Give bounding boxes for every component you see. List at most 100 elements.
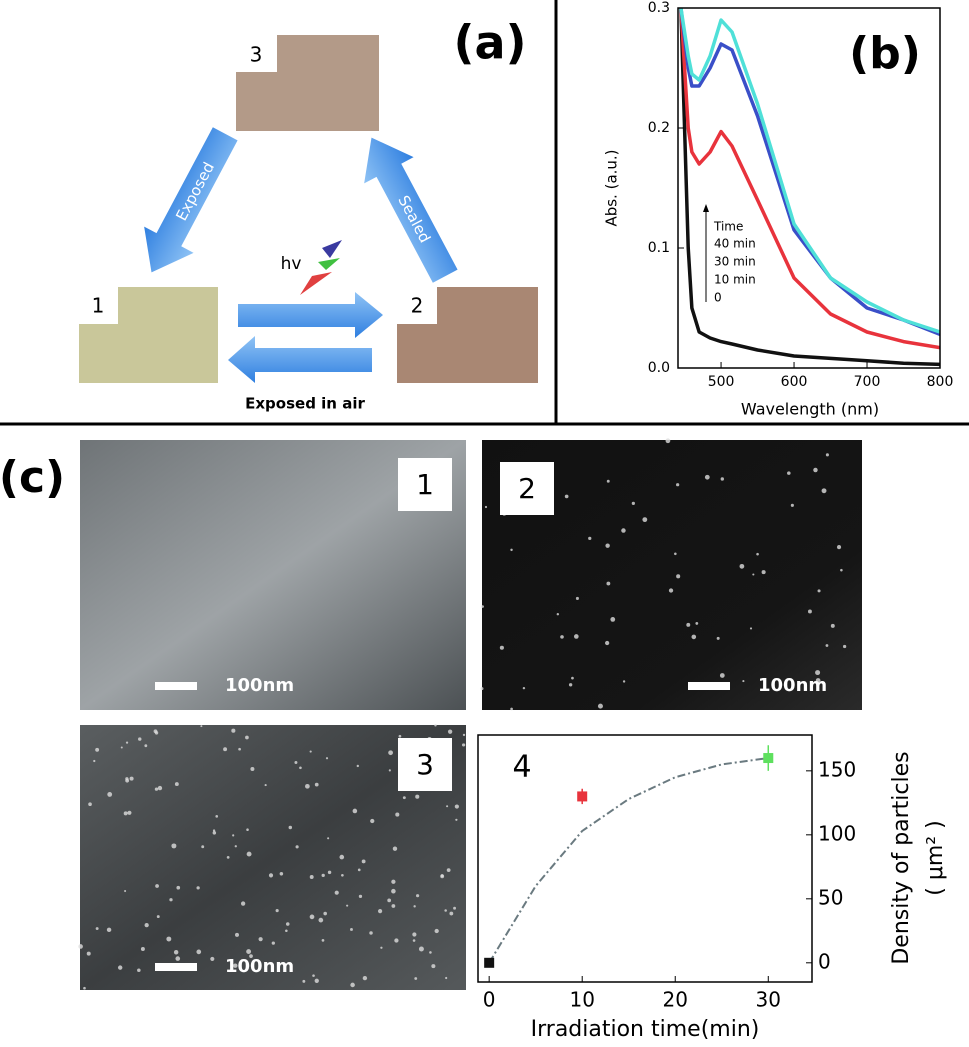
- label-box: [500, 462, 554, 515]
- particle: [377, 909, 383, 914]
- particle: [568, 683, 573, 687]
- x-tick-label: 10: [569, 988, 594, 1012]
- particle: [83, 986, 86, 990]
- particle: [171, 843, 177, 849]
- particle: [564, 494, 569, 499]
- particle: [358, 894, 363, 899]
- particle: [153, 729, 158, 734]
- legend-arrowhead: [703, 204, 709, 212]
- particle: [78, 944, 83, 949]
- particle: [571, 676, 574, 680]
- particle: [125, 777, 129, 781]
- scale-label: 100nm: [758, 675, 827, 696]
- image-label: 2: [518, 472, 536, 505]
- particle: [522, 686, 526, 690]
- point: [763, 753, 774, 764]
- particle: [510, 548, 513, 552]
- line-chart: 500 600 700 800 0.0 0.1 0.2 0.3 Wavelength (nm) A…: [603, 0, 954, 419]
- particle: [742, 680, 745, 683]
- arrow: [228, 336, 372, 383]
- particle: [341, 873, 344, 877]
- image-label: 1: [416, 468, 434, 501]
- particle: [369, 931, 373, 935]
- particle: [215, 815, 219, 818]
- particle: [843, 644, 847, 649]
- particle: [95, 747, 100, 752]
- particle: [676, 483, 680, 487]
- sample-label: 1: [92, 294, 105, 318]
- panel-label: (c): [0, 452, 65, 503]
- particle: [312, 974, 315, 977]
- particle: [334, 890, 339, 895]
- particle: [346, 904, 349, 907]
- particle: [125, 741, 129, 744]
- particle: [836, 545, 842, 550]
- particle: [357, 868, 361, 872]
- particle: [302, 979, 306, 983]
- legend-entry: 30 min: [714, 255, 756, 269]
- particle: [756, 552, 759, 556]
- series-line: [679, 8, 940, 334]
- particle: [695, 622, 699, 625]
- particle: [402, 796, 406, 800]
- particle: [314, 978, 319, 983]
- particle: [362, 975, 368, 981]
- particle: [462, 733, 466, 737]
- particle: [387, 898, 392, 903]
- legend-entry: 10 min: [714, 273, 756, 287]
- legend-entry: 40 min: [714, 237, 756, 251]
- particle: [166, 936, 172, 942]
- particle: [299, 766, 302, 770]
- particle: [445, 976, 448, 980]
- particle: [642, 517, 648, 523]
- particle: [720, 477, 724, 481]
- particle: [138, 737, 142, 741]
- particle: [414, 977, 418, 980]
- particle: [258, 937, 263, 942]
- particle: [325, 757, 329, 760]
- particle: [719, 673, 725, 678]
- particle: [815, 678, 821, 683]
- particle: [749, 627, 753, 630]
- x-tick-label: 30: [756, 988, 781, 1012]
- particle: [391, 879, 396, 884]
- particle: [120, 746, 123, 749]
- particle: [309, 750, 312, 753]
- particle: [124, 890, 127, 893]
- particle: [454, 804, 459, 809]
- light-label: hv: [281, 254, 302, 274]
- particle: [212, 831, 217, 835]
- particle: [93, 759, 96, 763]
- sem-image: 3 100nm: [78, 724, 466, 990]
- particle: [412, 939, 416, 942]
- particle: [264, 784, 267, 787]
- particle: [415, 794, 420, 799]
- particle: [621, 528, 626, 533]
- particle: [327, 837, 330, 840]
- particle: [575, 596, 579, 600]
- particle: [249, 954, 253, 958]
- particle: [117, 965, 123, 970]
- series-line: [679, 8, 940, 337]
- particle: [155, 884, 159, 888]
- particle: [240, 901, 246, 906]
- particle: [665, 438, 671, 444]
- particle: [752, 573, 755, 576]
- particle: [285, 929, 288, 933]
- particle: [174, 782, 179, 787]
- particle: [231, 728, 236, 733]
- particle: [107, 792, 113, 797]
- panel-a: 3 1 2 Exposed Sealed hv Exposed in air (…: [79, 16, 538, 413]
- y-tick-label: 0: [818, 949, 831, 973]
- particle: [676, 574, 681, 579]
- particle: [279, 872, 284, 876]
- particle: [294, 761, 298, 764]
- scale-label: 100nm: [225, 956, 294, 977]
- particle: [352, 808, 358, 814]
- particle: [271, 941, 275, 945]
- particle: [395, 812, 400, 817]
- particle: [674, 552, 677, 556]
- particle: [716, 636, 720, 640]
